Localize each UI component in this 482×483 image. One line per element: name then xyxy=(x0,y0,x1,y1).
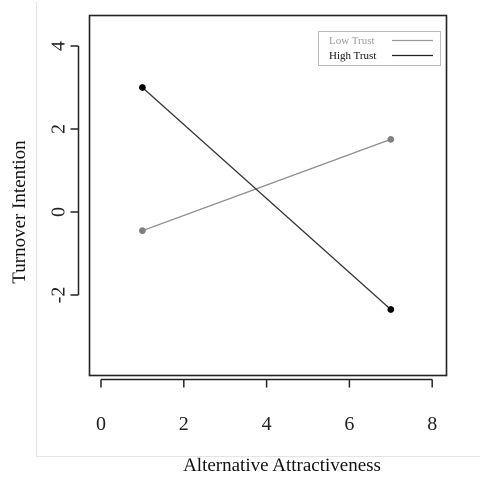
plot-frame xyxy=(88,14,448,377)
data-point-low-trust xyxy=(139,227,146,235)
data-point-high-trust xyxy=(139,84,146,91)
series-layer xyxy=(139,84,395,313)
y-tick-label: 2 xyxy=(48,124,70,134)
y-tick-label: -2 xyxy=(48,287,70,304)
x-tick-label: 6 xyxy=(344,413,354,435)
y-axis-title: Turnover Intention xyxy=(9,140,30,284)
x-tick-label: 4 xyxy=(262,413,272,435)
y-axis: -2 0 2 4 xyxy=(48,41,80,304)
legend: Low Trust High Trust xyxy=(318,31,441,66)
legend-label-high-trust: High Trust xyxy=(329,50,376,62)
legend-box xyxy=(318,31,441,66)
x-tick-label: 0 xyxy=(96,413,106,435)
data-point-high-trust xyxy=(387,306,395,313)
legend-label-low-trust: Low Trust xyxy=(329,35,375,47)
x-tick-label: 8 xyxy=(427,413,437,435)
x-axis: 0 2 4 6 8 xyxy=(96,378,437,435)
y-tick-label: 0 xyxy=(48,207,70,217)
x-axis-title: Alternative Attractiveness xyxy=(183,455,381,476)
x-tick-label: 2 xyxy=(179,413,189,435)
series-line-high-trust xyxy=(141,87,392,311)
series-line-low-trust xyxy=(142,138,392,232)
y-tick-label: 4 xyxy=(48,41,70,51)
data-point-low-trust xyxy=(387,135,395,143)
